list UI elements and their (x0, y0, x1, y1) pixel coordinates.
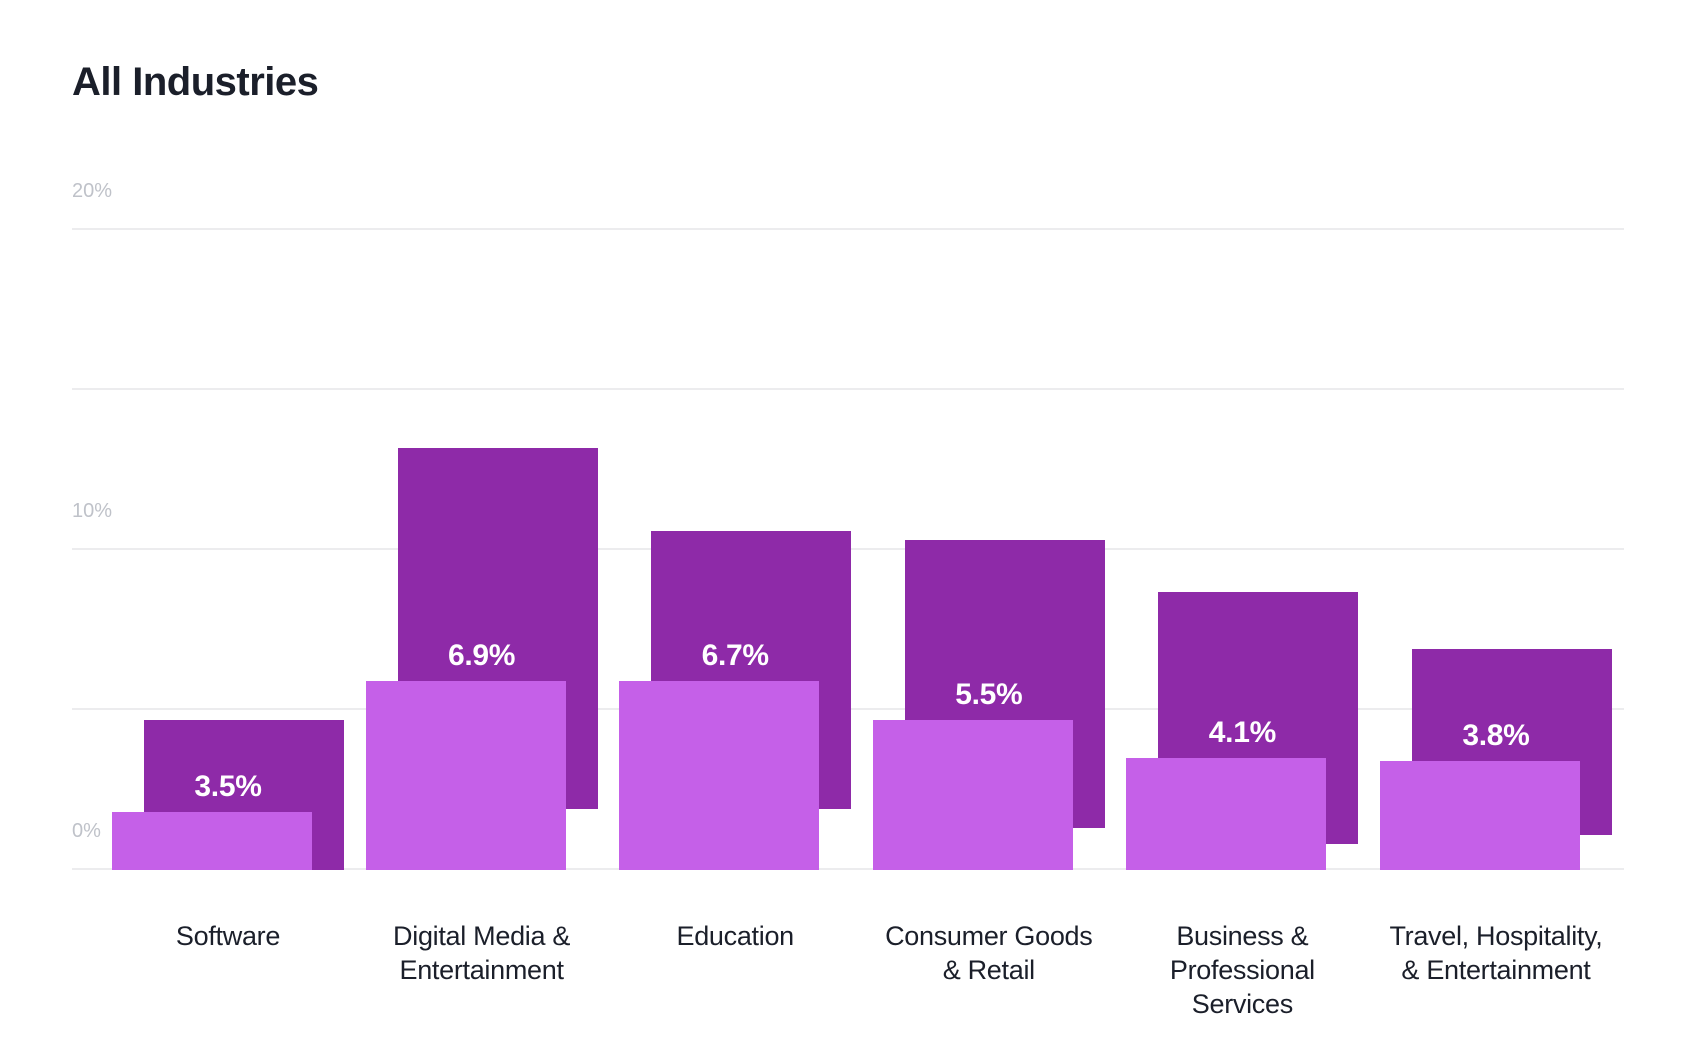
plot-area: 0%10%20%3.5%6.9%6.7%5.5%4.1%3.8% (72, 230, 1624, 870)
bar-front (1126, 758, 1326, 870)
y-tick-label: 10% (72, 500, 112, 523)
x-tick-label: Software (112, 920, 344, 1021)
bar-value-label: 3.5% (112, 770, 344, 804)
y-tick-label: 0% (72, 820, 101, 843)
x-tick-label: Digital Media &Entertainment (366, 920, 598, 1021)
bar-group: 5.5% (873, 230, 1105, 870)
bar-value-label: 4.1% (1126, 716, 1358, 750)
bar-group: 3.8% (1380, 230, 1612, 870)
x-tick-label: Consumer Goods& Retail (873, 920, 1105, 1021)
bar-value-label: 5.5% (873, 678, 1105, 712)
x-tick-label: Education (619, 920, 851, 1021)
y-tick-label: 20% (72, 180, 112, 203)
bar-front (366, 681, 566, 870)
bar-front (1380, 761, 1580, 870)
bar-front (619, 681, 819, 870)
x-axis-labels: SoftwareDigital Media &EntertainmentEduc… (112, 920, 1612, 1021)
bar-group: 3.5% (112, 230, 344, 870)
bar-group: 6.9% (366, 230, 598, 870)
chart-title: All Industries (72, 60, 1624, 105)
bar-value-label: 6.9% (366, 639, 598, 673)
bars-container: 3.5% 6.9% 6.7% 5.5% 4.1% 3.8% (112, 230, 1612, 870)
chart-container: All Industries (72, 60, 1624, 105)
bar-front (112, 812, 312, 870)
x-tick-label: Business &ProfessionalServices (1126, 920, 1358, 1021)
bar-value-label: 3.8% (1380, 719, 1612, 753)
bar-group: 6.7% (619, 230, 851, 870)
bar-group: 4.1% (1126, 230, 1358, 870)
bar-value-label: 6.7% (619, 639, 851, 673)
bar-front (873, 720, 1073, 870)
x-tick-label: Travel, Hospitality,& Entertainment (1380, 920, 1612, 1021)
